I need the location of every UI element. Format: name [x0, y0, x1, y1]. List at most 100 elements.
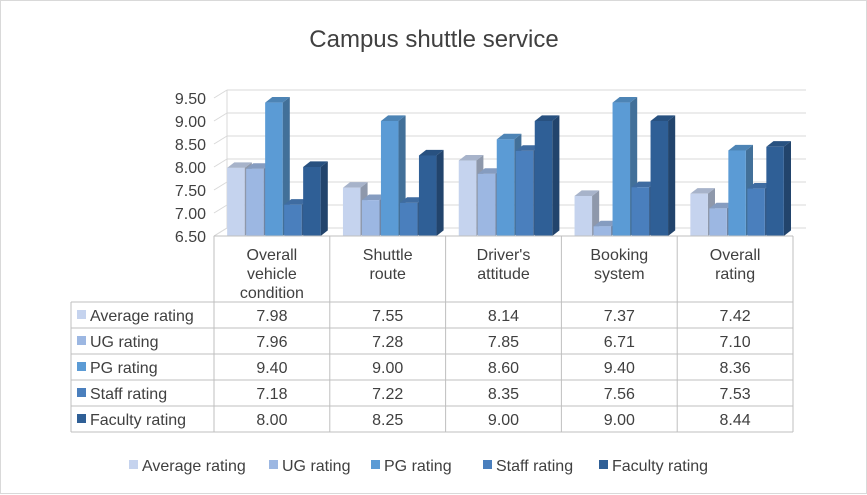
- bar-top: [709, 202, 734, 209]
- category-label: vehicle: [247, 266, 297, 283]
- legend-item: Average rating: [129, 458, 246, 475]
- data-label: 9.40: [256, 360, 287, 377]
- legend-key: [599, 460, 608, 469]
- bar-front: [690, 193, 708, 236]
- bar-faculty-rating: [766, 141, 791, 236]
- legend-label: Average rating: [142, 458, 246, 475]
- legend-item: PG rating: [371, 458, 452, 475]
- bar-side: [436, 149, 444, 236]
- bar-pg-rating: [265, 97, 290, 236]
- data-label: 7.53: [720, 386, 751, 403]
- bar-front: [284, 204, 302, 236]
- bar-top: [227, 162, 252, 168]
- bar-top: [399, 197, 425, 203]
- data-label: 9.00: [372, 360, 403, 377]
- bar-front: [477, 173, 496, 236]
- bar-front: [303, 167, 321, 236]
- bar-top: [612, 97, 638, 103]
- bar-side: [668, 115, 676, 236]
- data-label: 8.14: [488, 308, 519, 325]
- data-label: 7.96: [256, 334, 287, 351]
- y-tick-label: 8.00: [175, 160, 206, 177]
- legend-item: Staff rating: [483, 458, 573, 475]
- category-label: attitude: [477, 266, 530, 283]
- category-label: Driver's: [477, 247, 531, 264]
- bar-front: [631, 187, 650, 236]
- bar-faculty-rating: [303, 161, 328, 236]
- category-label: route: [369, 266, 406, 283]
- table-series-name: Average rating: [90, 308, 194, 325]
- table-series-name: Faculty rating: [90, 412, 186, 429]
- bar-top: [593, 220, 619, 227]
- bar-front: [766, 146, 784, 236]
- data-label: 7.18: [256, 386, 287, 403]
- bar-faculty-rating: [650, 115, 676, 236]
- bar-top: [284, 199, 309, 205]
- bar-front: [458, 160, 477, 236]
- data-label: 8.35: [488, 386, 519, 403]
- bar-front: [534, 121, 553, 236]
- legend-label: PG rating: [384, 458, 452, 475]
- grid-layer: 6.50 7.00 7.50 8.00 8.50 9.00 9.50: [175, 89, 806, 246]
- category-label: Overall: [247, 247, 298, 264]
- gridline-side: [213, 181, 228, 191]
- bar-front: [747, 188, 765, 236]
- legend-item: UG rating: [269, 458, 350, 475]
- legend-key: [269, 460, 278, 469]
- bar-faculty-rating: [418, 149, 444, 236]
- data-label: 7.55: [372, 308, 403, 325]
- data-label: 6.71: [604, 334, 635, 351]
- data-label: 7.10: [720, 334, 751, 351]
- legend-key: [129, 460, 138, 469]
- bar-top: [361, 194, 387, 201]
- bar-top: [650, 115, 676, 121]
- legend: Average rating UG rating PG rating Staff ra…: [129, 458, 708, 475]
- bar-front: [593, 226, 612, 236]
- data-label: 9.00: [488, 412, 519, 429]
- data-label: 7.28: [372, 334, 403, 351]
- bar-front: [380, 121, 399, 236]
- bar-top: [728, 144, 753, 151]
- bar-front: [399, 202, 418, 236]
- table-legend-key: [77, 388, 86, 397]
- data-label: 8.36: [720, 360, 751, 377]
- legend-key: [371, 460, 380, 469]
- data-label: 7.37: [604, 308, 635, 325]
- bar-top: [342, 182, 368, 188]
- bar-front: [709, 208, 727, 236]
- legend-label: UG rating: [282, 458, 350, 475]
- data-label: 7.56: [604, 386, 635, 403]
- bar-top: [574, 190, 600, 196]
- bar-front: [728, 150, 746, 236]
- category-label: Shuttle: [363, 247, 413, 264]
- bar-front: [612, 102, 631, 236]
- table-legend-key: [77, 362, 86, 371]
- bar-top: [380, 115, 406, 121]
- legend-key: [483, 460, 492, 469]
- category-label: condition: [240, 285, 304, 302]
- bar-front: [265, 102, 283, 236]
- category-label: Booking: [590, 247, 648, 264]
- bar-top: [496, 133, 522, 140]
- chart-title: Campus shuttle service: [309, 26, 558, 53]
- table-series-name: Staff rating: [90, 386, 167, 403]
- bar-faculty-rating: [534, 115, 560, 236]
- floor-edge: [213, 227, 228, 237]
- data-label: 7.22: [372, 386, 403, 403]
- bar-top: [246, 163, 271, 169]
- legend-item: Faculty rating: [599, 458, 708, 475]
- y-tick-label: 9.50: [175, 91, 206, 108]
- gridline-side: [213, 112, 228, 122]
- data-label: 8.25: [372, 412, 403, 429]
- table-series-name: PG rating: [90, 360, 158, 377]
- bar-front: [227, 167, 245, 236]
- category-label: rating: [715, 266, 755, 283]
- table-legend-key: [77, 414, 86, 423]
- bar-top: [458, 154, 484, 161]
- bar-top: [766, 141, 791, 147]
- legend-label: Faculty rating: [612, 458, 708, 475]
- data-label: 9.00: [604, 412, 635, 429]
- gridline-side: [213, 204, 228, 214]
- data-label: 8.00: [256, 412, 287, 429]
